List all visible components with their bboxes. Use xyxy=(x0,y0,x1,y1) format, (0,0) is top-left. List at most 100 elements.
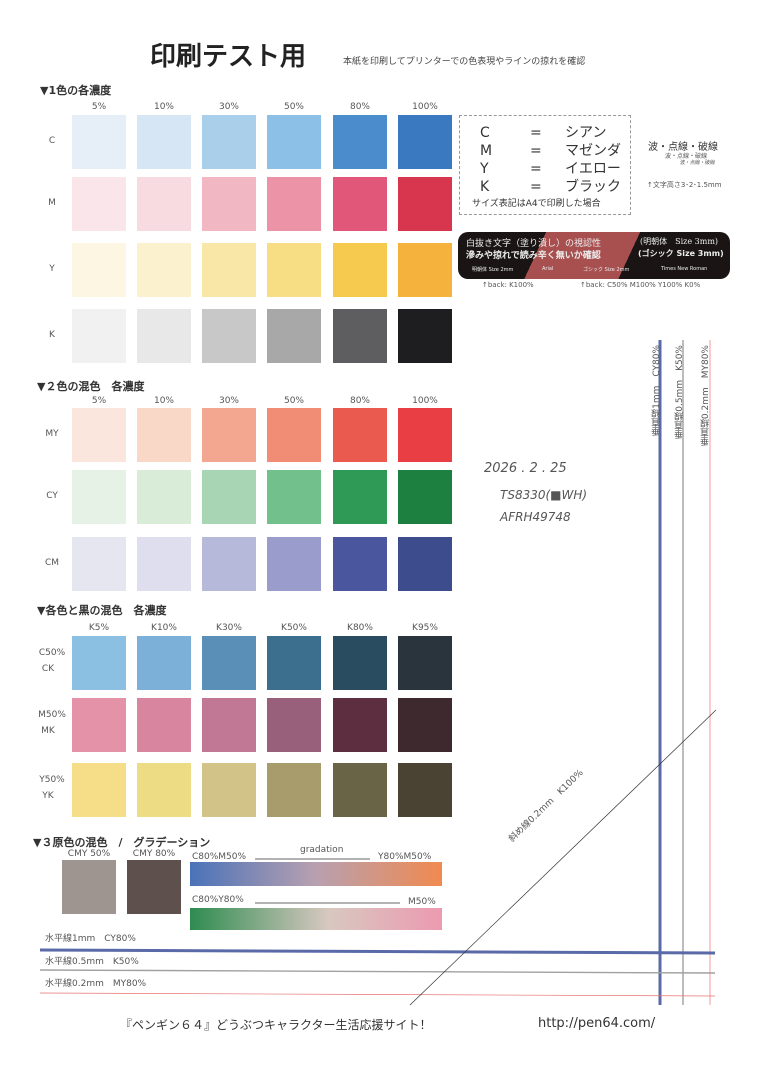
color-swatch xyxy=(333,537,387,591)
back-note-2: ↑back: C50% M100% Y100% K0% xyxy=(580,281,701,289)
color-swatch xyxy=(267,177,321,231)
column-label: 10% xyxy=(153,396,174,406)
color-swatch xyxy=(202,408,256,462)
row-label-2: CK xyxy=(41,664,55,674)
footer-url[interactable]: http://pen64.com/ xyxy=(538,1016,656,1031)
color-swatch xyxy=(202,470,256,524)
column-label: 10% xyxy=(153,102,174,112)
color-swatch xyxy=(267,537,321,591)
column-label: K95% xyxy=(412,623,438,633)
color-swatch xyxy=(202,537,256,591)
column-label: 100% xyxy=(412,102,438,112)
color-swatch xyxy=(333,470,387,524)
color-swatch xyxy=(398,636,452,690)
color-swatch xyxy=(333,636,387,690)
banner-font: ゴシック Size 2mm xyxy=(583,267,630,273)
row-label: CY xyxy=(46,491,58,501)
legend-line: M = マゼンダ xyxy=(480,143,621,159)
color-swatch xyxy=(202,636,256,690)
back-note-1: ↑back: K100% xyxy=(482,281,534,289)
row-label: Y xyxy=(49,264,55,274)
column-label: 30% xyxy=(218,396,239,406)
swatch-cmy50 xyxy=(62,860,116,914)
gradient1-middle-label: gradation xyxy=(300,845,344,855)
column-label: 5% xyxy=(91,102,107,112)
banner-right1: (明朝体 Size 3mm) xyxy=(640,237,719,246)
banner-line2: 滲みや掠れで読み辛く無いか確認 xyxy=(466,251,601,261)
color-swatch xyxy=(202,115,256,169)
row-label: K xyxy=(49,330,55,340)
vertical-label-3: 垂直線0.2mm MY80% xyxy=(701,345,711,447)
color-swatch xyxy=(267,636,321,690)
sidenote-title: 波・点線・破線 xyxy=(648,142,718,153)
cmyk-legend: C = シアン M = マゼンダ Y = イエロー K = ブラック サイズ表記はA4で印刷した… xyxy=(459,115,631,215)
color-swatch xyxy=(333,698,387,752)
color-swatch xyxy=(398,537,452,591)
section2-heading: ▼２色の混色 各濃度 xyxy=(37,380,145,393)
column-label: 5% xyxy=(91,396,107,406)
color-swatch xyxy=(398,177,452,231)
row-label: M50% xyxy=(38,710,66,720)
row-label: C xyxy=(48,136,56,146)
column-label: 100% xyxy=(412,396,438,406)
color-swatch xyxy=(137,636,191,690)
horizontal-line-1mm xyxy=(39,948,716,955)
color-swatch xyxy=(137,243,191,297)
cmy80-label: CMY 80% xyxy=(132,849,176,859)
gradient1-left-label: C80%M50% xyxy=(192,852,247,862)
legend-line: Y = イエロー xyxy=(480,161,621,177)
color-swatch xyxy=(398,698,452,752)
color-swatch xyxy=(137,537,191,591)
color-swatch xyxy=(333,115,387,169)
row-label-2: MK xyxy=(41,726,55,736)
handwritten-model: TS8330(■WH) xyxy=(500,488,588,502)
color-swatch xyxy=(72,115,126,169)
color-swatch xyxy=(267,115,321,169)
page-subtitle: 本紙を印刷してプリンターでの色表現やラインの掠れを確認 xyxy=(343,57,586,67)
column-label: K10% xyxy=(151,623,177,633)
color-swatch xyxy=(202,243,256,297)
color-swatch xyxy=(72,408,126,462)
banner-font: Times New Roman xyxy=(661,266,708,272)
row-label-2: YK xyxy=(42,791,54,801)
color-swatch xyxy=(137,408,191,462)
handwritten-serial: AFRH49748 xyxy=(500,510,571,524)
color-swatch xyxy=(333,243,387,297)
color-swatch xyxy=(72,243,126,297)
color-swatch xyxy=(137,177,191,231)
color-swatch xyxy=(72,470,126,524)
color-swatch xyxy=(137,309,191,363)
color-swatch xyxy=(202,177,256,231)
horizontal-label-3: 水平線0.2mm MY80% xyxy=(45,979,147,989)
cmy50-label: CMY 50% xyxy=(67,849,111,859)
color-swatch xyxy=(137,763,191,817)
color-swatch xyxy=(137,470,191,524)
column-label: 50% xyxy=(283,396,304,406)
color-swatch xyxy=(333,763,387,817)
color-swatch xyxy=(202,763,256,817)
color-swatch xyxy=(267,470,321,524)
column-label: 50% xyxy=(283,102,304,112)
horizontal-label-2: 水平線0.5mm K50% xyxy=(45,957,139,967)
knockout-text-banner: 白抜き文字（塗り潰し）の視認性 滲みや掠れで読み辛く無いか確認 (明朝体 Siz… xyxy=(458,232,730,279)
sidenote-sub1: 波・点線・破線 xyxy=(665,153,708,160)
column-label: 80% xyxy=(349,396,370,406)
color-swatch xyxy=(398,309,452,363)
color-swatch xyxy=(398,115,452,169)
color-swatch xyxy=(72,537,126,591)
vertical-label-1: 垂直線1mm CY80% xyxy=(652,345,662,436)
section4-heading: ▼３原色の混色 / グラデーション xyxy=(33,836,211,849)
banner-font: 明朝体 Size 2mm xyxy=(472,267,514,273)
color-swatch xyxy=(72,763,126,817)
color-swatch xyxy=(267,309,321,363)
column-label: K80% xyxy=(347,623,373,633)
gradient2-right-label: M50% xyxy=(408,897,436,907)
banner-line1: 白抜き文字（塗り潰し）の視認性 xyxy=(466,239,602,249)
column-label: K5% xyxy=(88,623,110,633)
diagonal-line xyxy=(409,709,717,1006)
color-swatch xyxy=(72,309,126,363)
color-swatch xyxy=(398,763,452,817)
gradient-bar-2 xyxy=(190,908,442,930)
horizontal-line-05mm xyxy=(39,969,716,974)
